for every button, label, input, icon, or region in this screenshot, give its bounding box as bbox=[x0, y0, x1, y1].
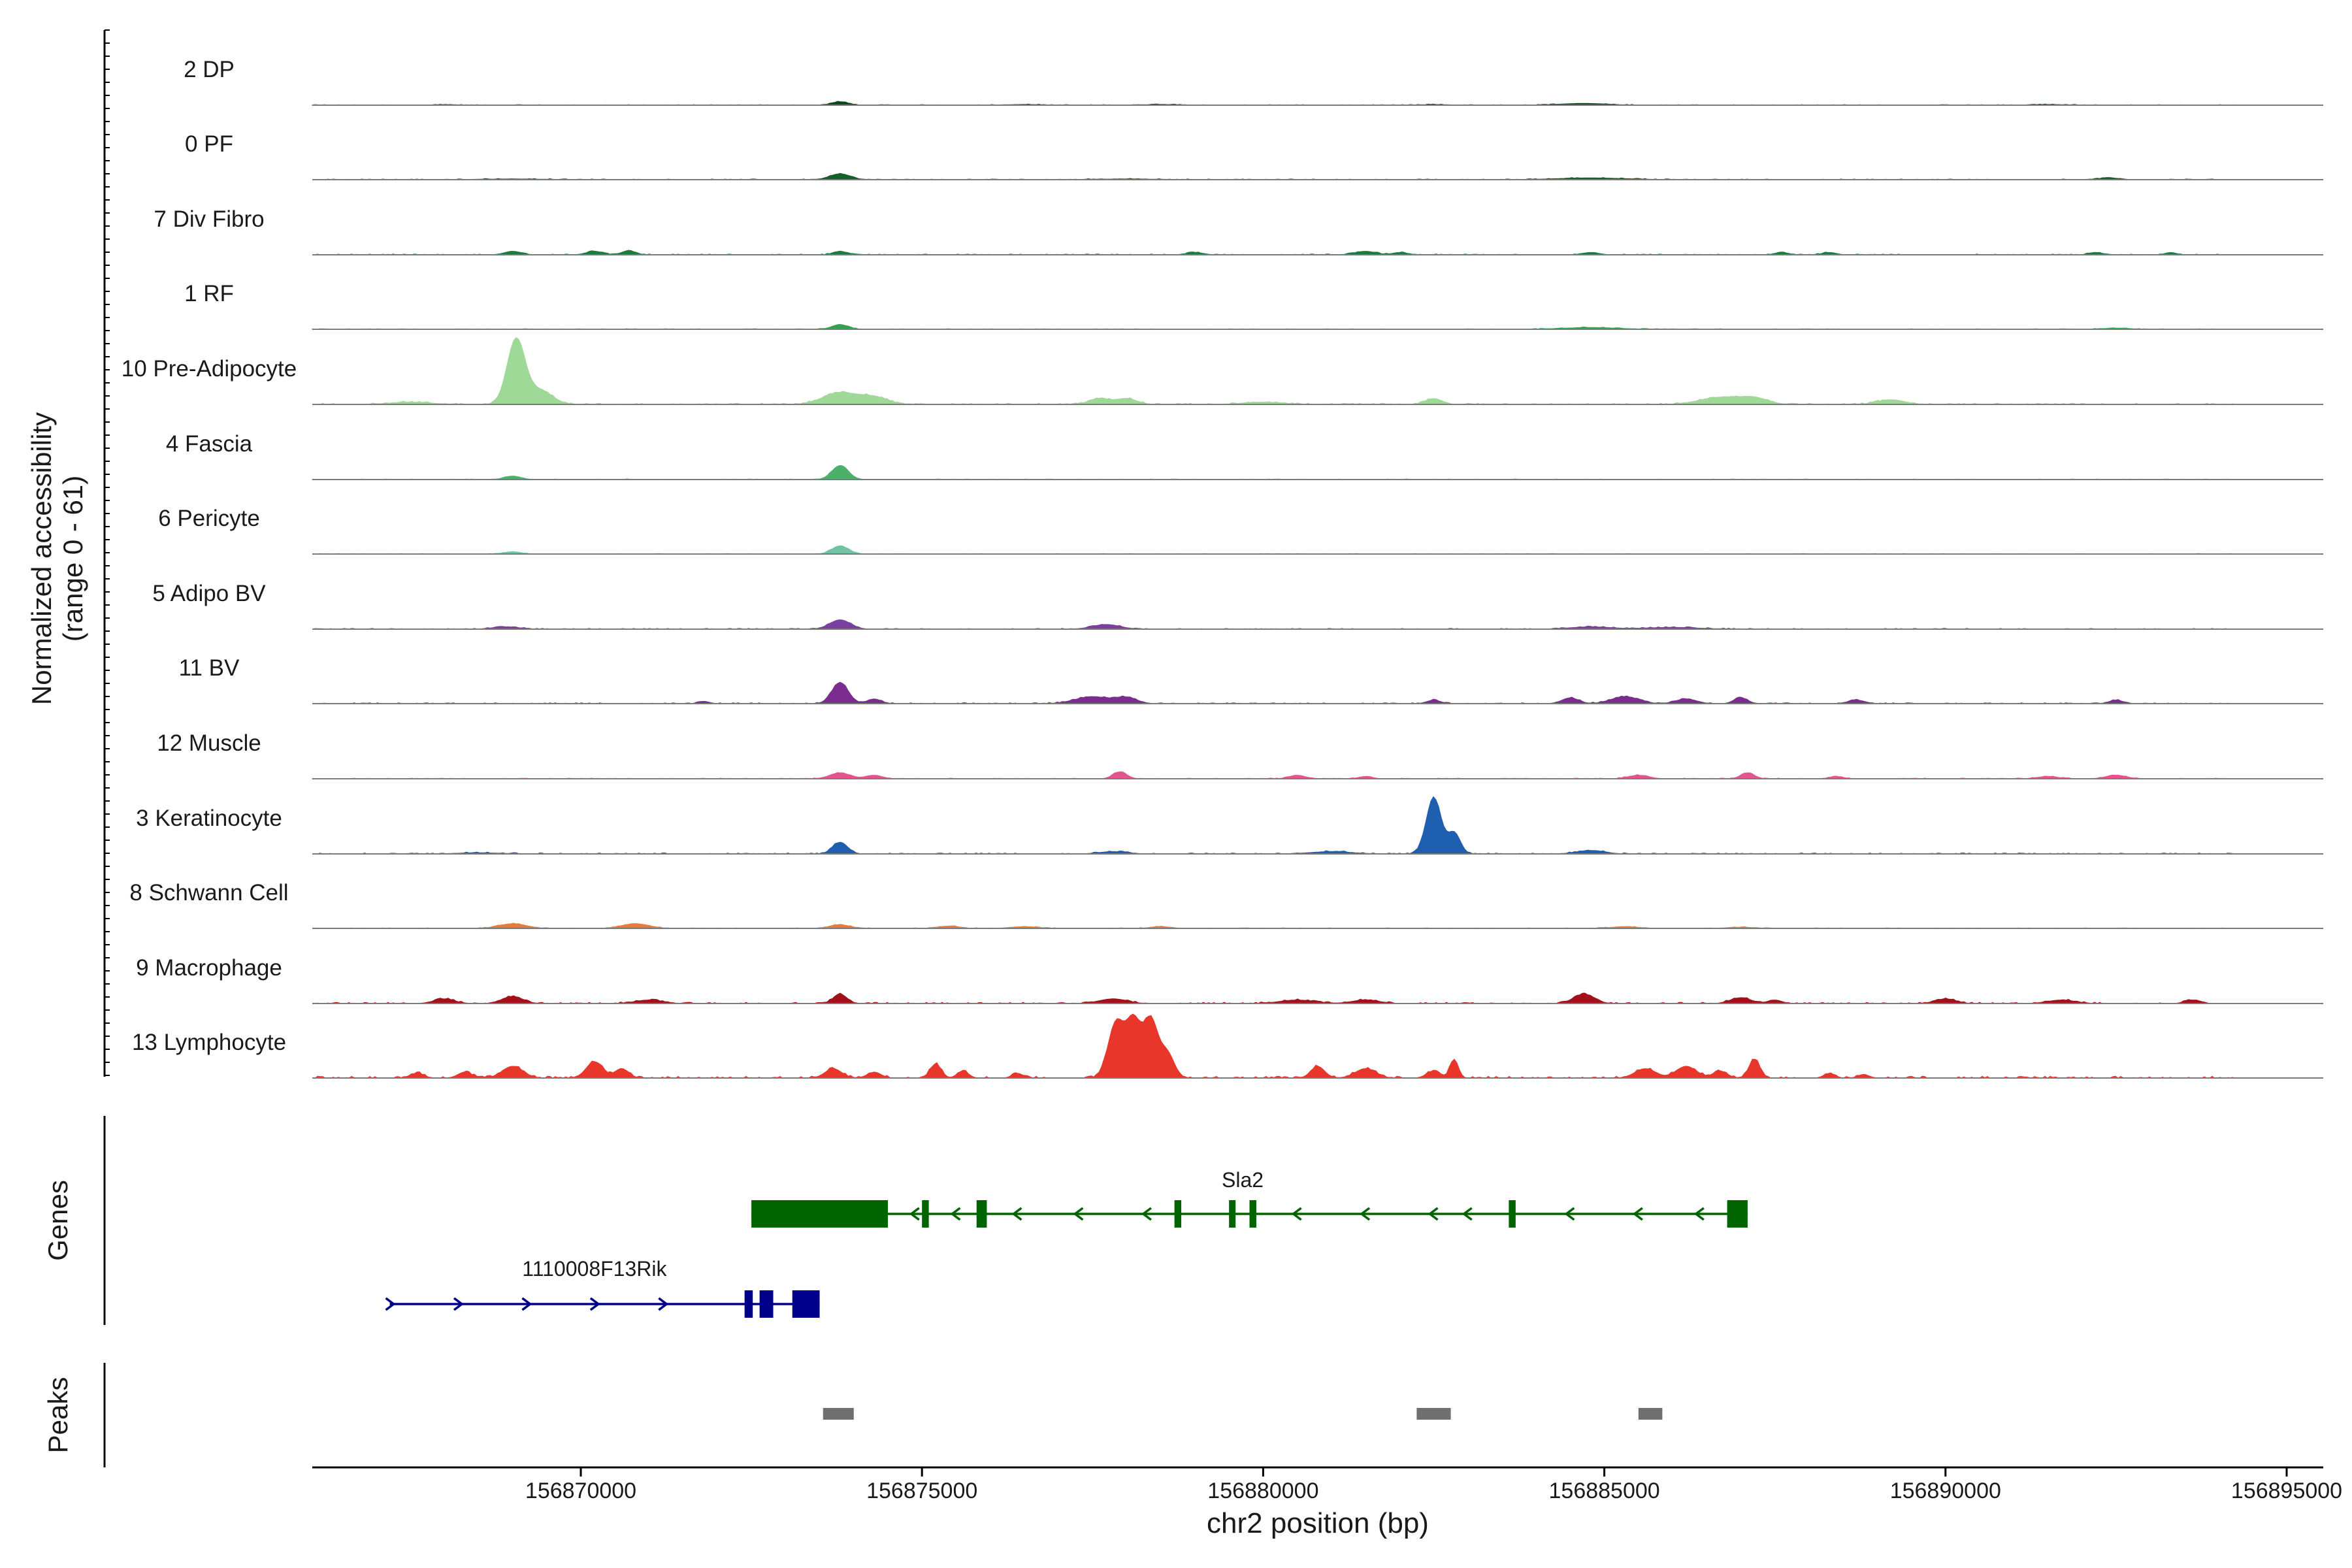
coverage-area bbox=[312, 619, 2233, 630]
coverage-track: 0 PF bbox=[185, 131, 2323, 180]
strand-arrow bbox=[589, 1297, 600, 1311]
track-label: 11 BV bbox=[179, 655, 240, 681]
coverage-y-axis-ticks bbox=[105, 29, 110, 1076]
track-label: 13 Lymphocyte bbox=[132, 1030, 286, 1055]
gene-exon bbox=[1229, 1200, 1236, 1228]
gene-exon bbox=[751, 1200, 888, 1228]
coverage-track: 7 Div Fibro bbox=[154, 206, 2323, 255]
gene-model: Sla2 bbox=[751, 1168, 1748, 1228]
track-label: 3 Keratinocyte bbox=[136, 806, 282, 831]
coverage-area bbox=[312, 771, 2233, 779]
track-label: 1 RF bbox=[184, 281, 234, 306]
track-label: 9 Macrophage bbox=[136, 955, 282, 981]
track-label: 6 Pericyte bbox=[158, 506, 260, 531]
strand-arrow bbox=[1141, 1207, 1152, 1221]
gene-name: Sla2 bbox=[1222, 1168, 1264, 1192]
coverage-area bbox=[312, 172, 2234, 180]
strand-arrow bbox=[1073, 1207, 1084, 1221]
track-label: 2 DP bbox=[184, 57, 235, 82]
strand-arrow bbox=[1564, 1207, 1575, 1221]
coverage-track: 11 BV bbox=[179, 655, 2323, 704]
gene-exon bbox=[1509, 1200, 1516, 1228]
x-tick-label: 156875000 bbox=[866, 1478, 977, 1503]
strand-arrow bbox=[1462, 1207, 1473, 1221]
coverage-track: 2 DP bbox=[184, 57, 2323, 106]
peak-region bbox=[823, 1408, 854, 1420]
strand-arrow bbox=[909, 1207, 920, 1221]
peak-region bbox=[1638, 1408, 1663, 1420]
strand-arrow bbox=[1632, 1207, 1643, 1221]
strand-arrow bbox=[1693, 1207, 1705, 1221]
gene-exon bbox=[1249, 1200, 1256, 1228]
coverage-area bbox=[312, 250, 2234, 255]
strand-arrow bbox=[1360, 1207, 1371, 1221]
gene-exon bbox=[1727, 1200, 1748, 1228]
coverage-track: 6 Pericyte bbox=[158, 506, 2323, 555]
track-label: 5 Adipo BV bbox=[152, 581, 266, 606]
peaks-panel-label: Peaks bbox=[42, 1377, 73, 1454]
coverage-tracks: 2 DP 0 PF 7 Div Fibro 1 RF 10 Pre-Adipocyte 4… bbox=[122, 57, 2323, 1079]
track-label: 4 Fascia bbox=[166, 431, 253, 457]
gene-name: 1110008F13Rik bbox=[522, 1257, 667, 1281]
gene-exon bbox=[792, 1290, 820, 1318]
track-label: 12 Muscle bbox=[157, 730, 261, 756]
gene-exon bbox=[759, 1290, 774, 1318]
coverage-track: 1 RF bbox=[184, 281, 2323, 330]
strand-arrow bbox=[1011, 1207, 1022, 1221]
gene-exon bbox=[1174, 1200, 1182, 1228]
coverage-track: 3 Keratinocyte bbox=[136, 796, 2323, 855]
x-tick-label: 156870000 bbox=[525, 1478, 636, 1503]
coverage-track: 9 Macrophage bbox=[136, 955, 2323, 1004]
track-label: 0 PF bbox=[185, 131, 233, 157]
y-axis-label-line2: (range 0 - 61) bbox=[57, 476, 88, 642]
gene-exon bbox=[922, 1200, 929, 1228]
coverage-area bbox=[312, 992, 2233, 1004]
genes-panel-label: Genes bbox=[42, 1180, 73, 1261]
x-axis-ticks: 156870000 156875000 156880000 156885000 1568… bbox=[525, 1467, 2342, 1503]
strand-arrow bbox=[950, 1207, 961, 1221]
strand-arrow bbox=[521, 1297, 532, 1311]
y-axis-label-line1: Normalized accessibility bbox=[26, 412, 57, 705]
strand-arrow bbox=[385, 1297, 396, 1311]
coverage-area bbox=[312, 796, 2234, 855]
coverage-track: 4 Fascia bbox=[166, 431, 2323, 480]
x-tick-label: 156895000 bbox=[2231, 1478, 2342, 1503]
track-label: 10 Pre-Adipocyte bbox=[122, 356, 297, 382]
x-tick-label: 156880000 bbox=[1207, 1478, 1318, 1503]
coverage-area bbox=[312, 1013, 2234, 1079]
coverage-track: 8 Schwann Cell bbox=[129, 880, 2323, 929]
coverage-area bbox=[312, 681, 2233, 704]
gene-annotations: Sla2 1110008F13Rik bbox=[385, 1168, 1748, 1318]
coverage-area bbox=[312, 545, 2234, 555]
track-label: 7 Div Fibro bbox=[154, 206, 264, 232]
peak-regions bbox=[823, 1408, 1663, 1420]
coverage-area bbox=[312, 337, 2234, 405]
gene-exon bbox=[976, 1200, 987, 1228]
x-tick-label: 156890000 bbox=[1890, 1478, 2001, 1503]
strand-arrow bbox=[658, 1297, 669, 1311]
coverage-area bbox=[312, 323, 2233, 330]
peak-region bbox=[1416, 1408, 1451, 1420]
coverage-area bbox=[312, 923, 2234, 929]
coverage-track: 12 Muscle bbox=[157, 730, 2323, 779]
strand-arrow bbox=[1428, 1207, 1439, 1221]
coverage-track: 13 Lymphocyte bbox=[132, 1013, 2323, 1079]
x-axis-label: chr2 position (bp) bbox=[1207, 1507, 1429, 1539]
coverage-track: 5 Adipo BV bbox=[152, 581, 2323, 630]
coverage-track: 10 Pre-Adipocyte bbox=[122, 337, 2323, 405]
coverage-area bbox=[312, 465, 2233, 480]
gene-model: 1110008F13Rik bbox=[385, 1257, 820, 1318]
track-label: 8 Schwann Cell bbox=[129, 880, 288, 906]
gene-exon bbox=[744, 1290, 753, 1318]
strand-arrow bbox=[1291, 1207, 1302, 1221]
strand-arrow bbox=[453, 1297, 464, 1311]
x-tick-label: 156885000 bbox=[1549, 1478, 1660, 1503]
